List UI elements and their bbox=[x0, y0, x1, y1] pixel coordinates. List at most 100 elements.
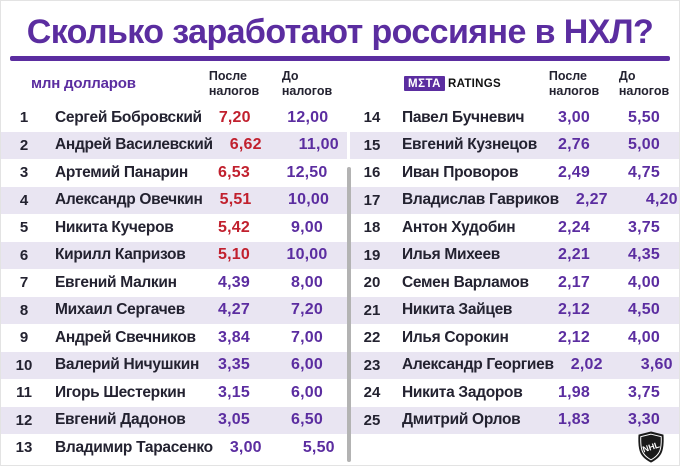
after-tax-value: 3,05 bbox=[218, 411, 250, 429]
player-name: Александр Овечкин bbox=[55, 191, 203, 209]
player-rank: 19 bbox=[363, 246, 381, 264]
player-name: Илья Сорокин bbox=[402, 328, 509, 346]
after-tax-value: 2,49 bbox=[558, 163, 590, 181]
player-name: Валерий Ничушкин bbox=[55, 356, 200, 374]
player-name: Никита Задоров bbox=[402, 383, 523, 401]
before-tax-value: 4,50 bbox=[628, 301, 660, 319]
table-header-left: млн долларов После налогов До налогов bbox=[1, 63, 347, 104]
player-name: Илья Михеев bbox=[402, 246, 501, 264]
player-rank: 1 bbox=[19, 109, 29, 127]
after-tax-value: 5,10 bbox=[218, 246, 250, 264]
table-row: 15 Евгений Кузнецов 2,76 5,00 bbox=[350, 131, 679, 159]
ratings-label: RATINGS bbox=[447, 77, 501, 90]
player-rank: 17 bbox=[363, 191, 381, 209]
before-tax-value: 5,00 bbox=[628, 136, 660, 154]
before-tax-value: 4,35 bbox=[628, 246, 660, 264]
before-tax-value: 12,50 bbox=[286, 163, 328, 181]
after-tax-value: 2,12 bbox=[558, 328, 590, 346]
table-row: 1 Сергей Бобровский 7,20 12,00 bbox=[1, 104, 347, 132]
after-tax-value: 3,84 bbox=[218, 328, 250, 346]
before-tax-value: 12,00 bbox=[287, 108, 329, 126]
before-tax-value: 4,00 bbox=[628, 328, 660, 346]
player-name: Никита Зайцев bbox=[402, 301, 513, 319]
before-tax-value: 4,00 bbox=[628, 273, 660, 291]
after-tax-header: После налогов bbox=[548, 68, 600, 98]
table-row: 2 Андрей Василевский 6,62 11,00 bbox=[1, 131, 347, 159]
table-row: 14 Павел Бучневич 3,00 5,50 bbox=[350, 104, 679, 132]
after-tax-value: 3,15 bbox=[218, 383, 250, 401]
player-rank: 5 bbox=[19, 219, 29, 237]
table-row: 21 Никита Зайцев 2,12 4,50 bbox=[350, 296, 679, 324]
player-rank: 15 bbox=[363, 136, 381, 154]
player-name: Евгений Кузнецов bbox=[402, 136, 537, 154]
player-rank: 12 bbox=[15, 411, 33, 429]
player-rank: 10 bbox=[15, 356, 33, 374]
before-tax-value: 3,75 bbox=[628, 383, 660, 401]
player-name: Артемий Панарин bbox=[55, 163, 188, 181]
player-rank: 11 bbox=[16, 384, 32, 402]
table-row: 8 Михаил Сергачев 4,27 7,20 bbox=[1, 296, 347, 324]
player-rank: 14 bbox=[363, 109, 381, 127]
player-rank: 6 bbox=[19, 246, 29, 264]
table-row: 25 Дмитрий Орлов 1,83 3,30 bbox=[350, 406, 679, 434]
player-rank: 22 bbox=[363, 329, 381, 347]
table-row: 16 Иван Проворов 2,49 4,75 bbox=[350, 159, 679, 187]
before-tax-value: 8,00 bbox=[291, 273, 323, 291]
page-title: Сколько заработают россияне в НХЛ? bbox=[26, 13, 654, 51]
after-tax-value: 7,20 bbox=[218, 108, 251, 126]
table-row: 3 Артемий Панарин 6,53 12,50 bbox=[1, 159, 347, 187]
before-tax-value: 7,00 bbox=[291, 328, 323, 346]
player-name: Владимир Тарасенко bbox=[55, 438, 213, 456]
after-tax-value: 5,51 bbox=[219, 191, 252, 209]
player-rank: 24 bbox=[363, 384, 381, 402]
after-tax-value: 6,62 bbox=[229, 136, 262, 154]
after-tax-value: 3,00 bbox=[558, 108, 590, 126]
before-tax-value: 10,00 bbox=[288, 191, 330, 209]
player-rank: 8 bbox=[19, 301, 29, 319]
player-rank: 16 bbox=[363, 164, 381, 182]
before-tax-value: 4,20 bbox=[645, 191, 678, 209]
after-tax-value: 3,00 bbox=[229, 438, 262, 456]
before-tax-value: 5,50 bbox=[628, 108, 660, 126]
before-tax-value: 7,20 bbox=[291, 301, 323, 319]
table-row: 5 Никита Кучеров 5,42 9,00 bbox=[1, 214, 347, 242]
player-name: Антон Худобин bbox=[402, 218, 516, 236]
player-name: Семен Варламов bbox=[402, 273, 529, 291]
after-tax-value: 3,35 bbox=[218, 356, 250, 374]
player-name: Дмитрий Орлов bbox=[402, 411, 521, 429]
before-tax-value: 6,00 bbox=[291, 356, 323, 374]
player-name: Сергей Бобровский bbox=[55, 108, 202, 126]
table-row: 24 Никита Задоров 1,98 3,75 bbox=[350, 379, 679, 407]
player-name: Никита Кучеров bbox=[55, 218, 174, 236]
after-tax-value: 1,83 bbox=[558, 411, 590, 429]
before-tax-value: 6,00 bbox=[291, 383, 323, 401]
after-tax-value: 2,02 bbox=[570, 356, 603, 374]
after-tax-value: 4,27 bbox=[218, 301, 250, 319]
before-tax-value: 9,00 bbox=[291, 218, 323, 236]
table-row: 9 Андрей Свечников 3,84 7,00 bbox=[1, 324, 347, 352]
before-tax-value: 10,00 bbox=[286, 246, 328, 264]
nhl-logo-icon: NHL bbox=[638, 431, 664, 463]
tables-area: млн долларов После налогов До налогов 1 … bbox=[1, 63, 679, 465]
unit-label: млн долларов bbox=[31, 75, 136, 92]
salary-table-right: MΣTA RATINGS После налогов До налогов 14… bbox=[350, 63, 679, 465]
player-rank: 9 bbox=[19, 329, 29, 347]
table-header-right: MΣTA RATINGS После налогов До налогов bbox=[350, 63, 679, 104]
player-name: Александр Георгиев bbox=[402, 356, 554, 374]
player-name: Владислав Гавриков bbox=[402, 191, 559, 209]
player-rank: 20 bbox=[363, 274, 381, 292]
player-name: Павел Бучневич bbox=[402, 108, 525, 126]
player-name: Иван Проворов bbox=[402, 163, 519, 181]
table-row: 19 Илья Михеев 2,21 4,35 bbox=[350, 241, 679, 269]
after-tax-value: 2,21 bbox=[558, 246, 590, 264]
table-row: 23 Александр Георгиев 2,02 3,60 bbox=[350, 351, 679, 379]
table-row: 4 Александр Овечкин 5,51 10,00 bbox=[1, 186, 347, 214]
meta-ratings-logo: MΣTA RATINGS bbox=[350, 76, 541, 91]
after-tax-value: 2,76 bbox=[558, 136, 590, 154]
table-divider bbox=[347, 167, 351, 462]
before-tax-value: 4,75 bbox=[628, 163, 660, 181]
table-row: 18 Антон Худобин 2,24 3,75 bbox=[350, 214, 679, 242]
table-rows-right: 14 Павел Бучневич 3,00 5,50 15 Евгений К… bbox=[350, 104, 679, 434]
salary-table-left: млн долларов После налогов До налогов 1 … bbox=[1, 63, 347, 465]
after-tax-value: 5,42 bbox=[218, 218, 250, 236]
